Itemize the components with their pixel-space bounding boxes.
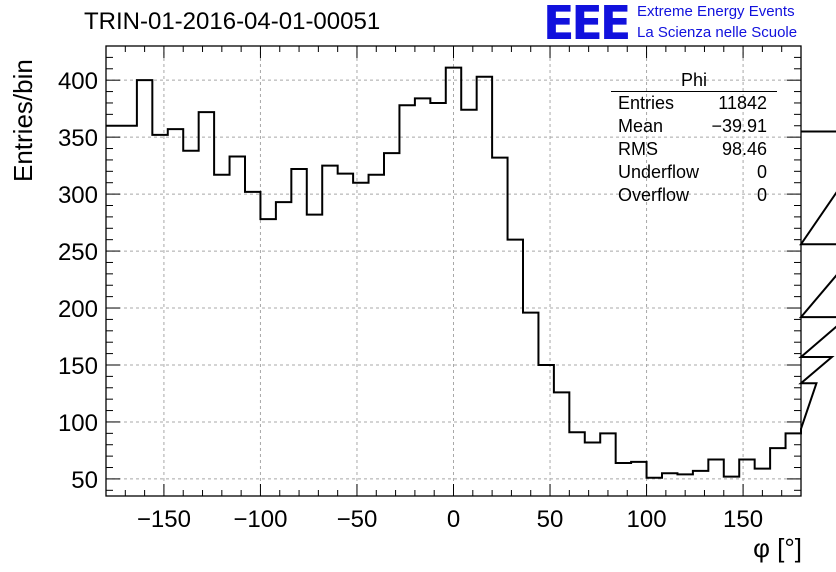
x-tick-label: 50: [537, 506, 564, 533]
histogram-path: [106, 66, 836, 479]
stats-row-overflow: Overflow 0: [611, 184, 777, 207]
stats-label: Mean: [618, 116, 664, 136]
stats-value: −39.91: [711, 116, 767, 136]
stats-row-rms: RMS 98.46: [611, 138, 777, 161]
stats-value: 98.46: [721, 139, 767, 159]
stats-value: 11842: [718, 93, 767, 113]
x-tick-label: −100: [233, 506, 287, 533]
y-tick-label: 400: [58, 68, 98, 95]
y-tick-label: 100: [58, 410, 98, 437]
x-axis-label: φ [°]: [753, 533, 802, 563]
y-tick-label: 250: [58, 239, 98, 266]
grid-layer: [106, 46, 801, 496]
stats-label: RMS: [618, 139, 658, 159]
histogram-line: [106, 66, 836, 479]
x-tick-label: 100: [627, 506, 667, 533]
y-tick-label: 350: [58, 125, 98, 152]
stats-box: Phi Entries 11842 Mean −39.91 RMS 98.46 …: [611, 70, 777, 207]
stats-row-entries: Entries 11842: [611, 92, 777, 115]
stats-value: 0: [756, 185, 767, 205]
stats-row-mean: Mean −39.91: [611, 115, 777, 138]
stats-box-name: Phi: [611, 70, 777, 92]
y-tick-label: 300: [58, 182, 98, 209]
x-tick-label: −50: [337, 506, 378, 533]
y-tick-label: 200: [58, 296, 98, 323]
y-axis-label: Entries/bin: [8, 59, 38, 182]
logo-text-line2: La Scienza nelle Scuole: [637, 24, 798, 41]
y-tick-label: 150: [58, 353, 98, 380]
x-tick-label: 0: [447, 506, 460, 533]
stats-label: Underflow: [618, 162, 700, 182]
x-tick-label: 150: [723, 506, 763, 533]
y-tick-label: 50: [71, 467, 98, 494]
eee-logo: EEE: [543, 0, 631, 50]
stats-row-underflow: Underflow 0: [611, 161, 777, 184]
chart-title: TRIN-01-2016-04-01-00051: [84, 8, 381, 35]
x-tick-label: −150: [137, 506, 191, 533]
tick-labels: −150 −100 −50 0 50 100 150 50 100 150 200 250 300 350…: [58, 68, 763, 533]
stats-label: Entries: [618, 93, 675, 113]
stats-value: 0: [756, 162, 767, 182]
axis-ticks: [105, 45, 802, 496]
logo-text-line1: Extreme Energy Events: [637, 3, 795, 20]
stats-label: Overflow: [618, 185, 690, 205]
